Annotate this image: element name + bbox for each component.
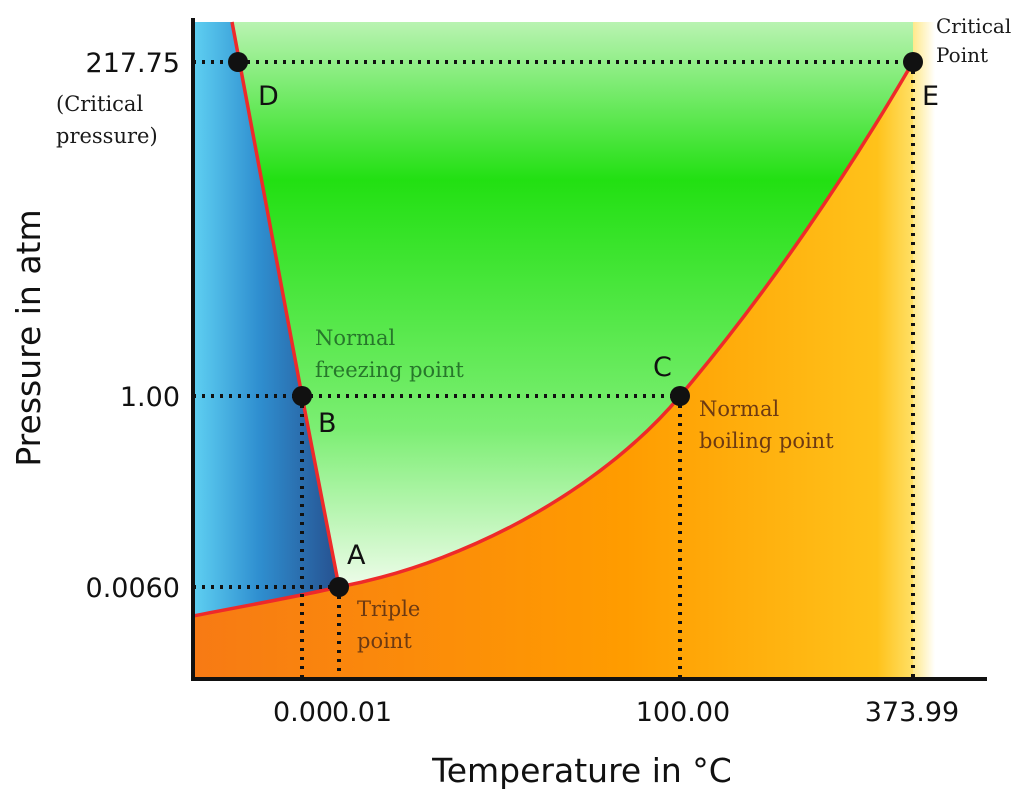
point-d — [228, 52, 248, 72]
point-e — [903, 52, 923, 72]
y-tick-label: 1.00 — [120, 382, 180, 413]
y-axis-title: Pressure in atm — [9, 209, 48, 466]
triple-point-note-line2: point — [357, 629, 412, 653]
critical-point-note-line1: Critical — [936, 14, 1011, 38]
freezing-point-note-line1: Normal — [315, 326, 395, 350]
point-e-label: E — [922, 81, 939, 112]
sublimation-curve — [192, 585, 340, 618]
x-tick-label: 373.99 — [865, 697, 959, 728]
liquid-region — [232, 22, 913, 587]
y-tick-label: 217.75 — [86, 48, 180, 79]
y-tick-label: 0.0060 — [86, 573, 180, 604]
x-axis-title: Temperature in °C — [431, 751, 732, 789]
vapour-region — [193, 62, 913, 678]
point-a — [329, 577, 349, 597]
x-tick-label: 0.01 — [332, 697, 392, 728]
critical-pressure-note-line2: pressure) — [56, 124, 158, 148]
solid-region — [193, 22, 339, 616]
boiling-point-note-line1: Normal — [699, 397, 779, 421]
boiling-point-note-line2: boiling point — [699, 429, 834, 453]
critical-pressure-note-line1: (Critical — [56, 92, 143, 116]
critical-point-note-line2: Point — [936, 43, 988, 67]
point-c-label: C — [653, 352, 672, 383]
x-tick-label: 0.00 — [273, 697, 333, 728]
glow-strip — [913, 22, 935, 678]
freezing-point-note-line2: freezing point — [315, 358, 464, 382]
triple-point-note-line1: Triple — [357, 597, 420, 621]
x-tick-label: 100.00 — [636, 697, 730, 728]
point-d-label: D — [258, 81, 279, 112]
point-b-label: B — [318, 408, 337, 439]
point-b — [292, 386, 312, 406]
point-c — [670, 386, 690, 406]
point-a-label: A — [347, 540, 366, 571]
